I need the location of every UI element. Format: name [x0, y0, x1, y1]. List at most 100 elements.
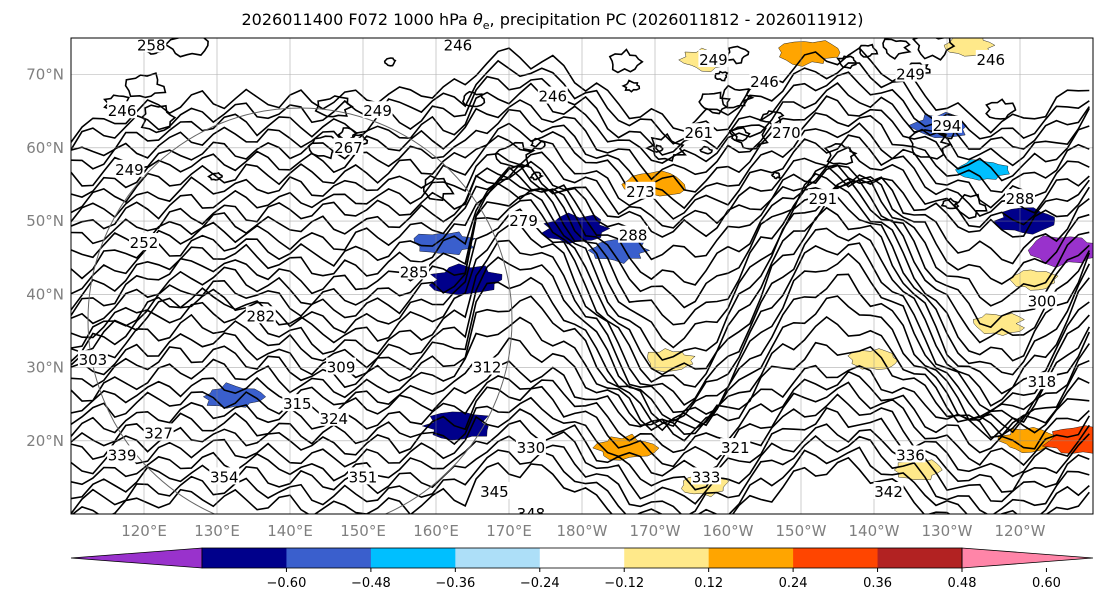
- contour-label: 342: [874, 483, 903, 501]
- theta-e-isoline: [71, 71, 1090, 157]
- contour-label: 330: [517, 439, 546, 457]
- theta-e-isoline: [71, 295, 1090, 434]
- lon-tick-label: 150°W: [776, 522, 827, 540]
- theta-e-isoline: [71, 434, 1090, 514]
- contour-label-bg: [107, 101, 138, 119]
- contour-label-bg: [442, 38, 473, 53]
- contour-label-bg: [515, 504, 546, 514]
- theta-e-isoline: [71, 59, 1090, 151]
- contour-label: 327: [144, 424, 173, 442]
- theta-e-closed-contour: [383, 57, 397, 67]
- contour-label: 333: [692, 468, 721, 486]
- contour-label: 351: [349, 468, 378, 486]
- contour-label-bg: [348, 467, 378, 485]
- lon-tick-label: 140°W: [849, 522, 900, 540]
- lat-tick-label: 20°N: [26, 432, 64, 450]
- theta-e-isoline: [71, 163, 1090, 265]
- contour-label: 321: [721, 439, 750, 457]
- contour-label-bg: [895, 64, 926, 82]
- contour-label: 345: [480, 483, 509, 501]
- theta-e-closed-contour: [494, 141, 536, 168]
- contour-label: 318: [1028, 373, 1057, 391]
- theta-e-isoline: [71, 360, 1090, 442]
- colorbar-segment: [286, 548, 372, 568]
- contour-label: 249: [363, 102, 392, 120]
- theta-e-isoline: [71, 134, 1090, 223]
- contour-label-bg: [720, 438, 751, 456]
- contour-label: 336: [896, 446, 925, 464]
- lon-tick-label: 140°E: [267, 522, 313, 540]
- contour-label-bg: [333, 137, 364, 155]
- range-circle: [87, 107, 513, 514]
- theta-e-closed-contour: [714, 70, 729, 82]
- colorbar-tick-label: −0.24: [520, 576, 560, 591]
- contour-label-bg: [515, 438, 546, 456]
- precip-negative-patch: [1027, 235, 1093, 268]
- contour-label: 270: [772, 124, 801, 142]
- contour-label: 288: [619, 227, 648, 245]
- contour-label: 249: [115, 161, 144, 179]
- colorbar-segment: [877, 548, 963, 568]
- contour-label: 279: [509, 212, 538, 230]
- theta-e-isoline: [71, 163, 1090, 286]
- contour-label-bg: [1026, 372, 1057, 390]
- colorbar-segment: [202, 548, 287, 568]
- contour-label: 300: [1028, 293, 1057, 311]
- contour-label-bg: [691, 467, 722, 485]
- contour-label-bg: [77, 350, 108, 368]
- contour-label-bg: [749, 71, 780, 89]
- colorbar: −0.60 −0.48 −0.36 −0.24 −0.12 0.12 0.24 0.36 0.4…: [70, 547, 1094, 591]
- contour-label-bg: [508, 211, 539, 229]
- contour-label-bg: [114, 159, 145, 177]
- lon-tick-label: 170°W: [630, 522, 681, 540]
- theta-e-closed-contour: [985, 98, 1017, 120]
- colorbar-min-extend: [70, 547, 203, 569]
- theta-e-isoline: [71, 446, 1090, 514]
- theta-e-isoline: [71, 315, 1090, 437]
- contour-label: 312: [473, 359, 502, 377]
- theta-e-closed-contour: [823, 142, 858, 166]
- contour-label-bg: [472, 357, 503, 375]
- contour-label: 354: [210, 468, 239, 486]
- theta-e-isoline: [71, 184, 1091, 362]
- theta-e-isoline: [71, 95, 1090, 187]
- colorbar-segment: [539, 548, 625, 568]
- theta-e-isoline: [71, 206, 1090, 395]
- contour-label: 273: [626, 183, 655, 201]
- theta-e-closed-contour: [207, 171, 223, 181]
- colorbar-tick-label: −0.36: [435, 576, 475, 591]
- theta-e-contours: [71, 38, 1091, 514]
- contour-label: 309: [327, 359, 356, 377]
- colorbar-tick-label: 0.36: [863, 576, 892, 591]
- theta-e-isoline: [71, 196, 1091, 376]
- contour-label: 291: [809, 190, 838, 208]
- contour-label-bg: [129, 233, 159, 251]
- contour-label-bg: [771, 123, 802, 141]
- theta-e-closed-contour: [770, 171, 782, 180]
- theta-e-closed-contour: [953, 193, 988, 220]
- contour-label-bg: [399, 262, 430, 280]
- theta-e-isoline: [71, 381, 1090, 468]
- lon-tick-label: 120°E: [121, 522, 167, 540]
- longitude-axis: 120°E 130°E 140°E 150°E 160°E 170°E 180°W 170°W…: [121, 522, 1045, 540]
- colorbar-segment: [708, 548, 794, 568]
- contour-label-bg: [209, 467, 240, 485]
- contour-label: 303: [79, 351, 108, 369]
- theta-e-isoline: [71, 177, 1090, 329]
- contour-label: 246: [538, 88, 567, 106]
- colorbar-tick-label: 0.48: [948, 576, 977, 591]
- contour-label: 324: [319, 410, 348, 428]
- contour-labels: 246 249 246 246 249 246 249 258 246 249 252 267 261 2…: [77, 38, 1057, 514]
- map-title: 2026011400 F072 1000 hPa θe, precipitati…: [241, 10, 864, 33]
- theta-e-isoline: [71, 160, 1090, 245]
- lon-tick-label: 150°E: [340, 522, 386, 540]
- theta-e-isoline: [71, 146, 1090, 230]
- lat-tick-label: 60°N: [26, 139, 64, 157]
- colorbar-max-extend: [961, 547, 1094, 569]
- contour-label-bg: [143, 423, 174, 441]
- contour-label-bg: [136, 38, 167, 53]
- contour-label: 339: [108, 446, 137, 464]
- colorbar-segment: [455, 548, 541, 568]
- theta-e-closed-contour: [730, 124, 769, 150]
- lon-tick-label: 170°E: [486, 522, 532, 540]
